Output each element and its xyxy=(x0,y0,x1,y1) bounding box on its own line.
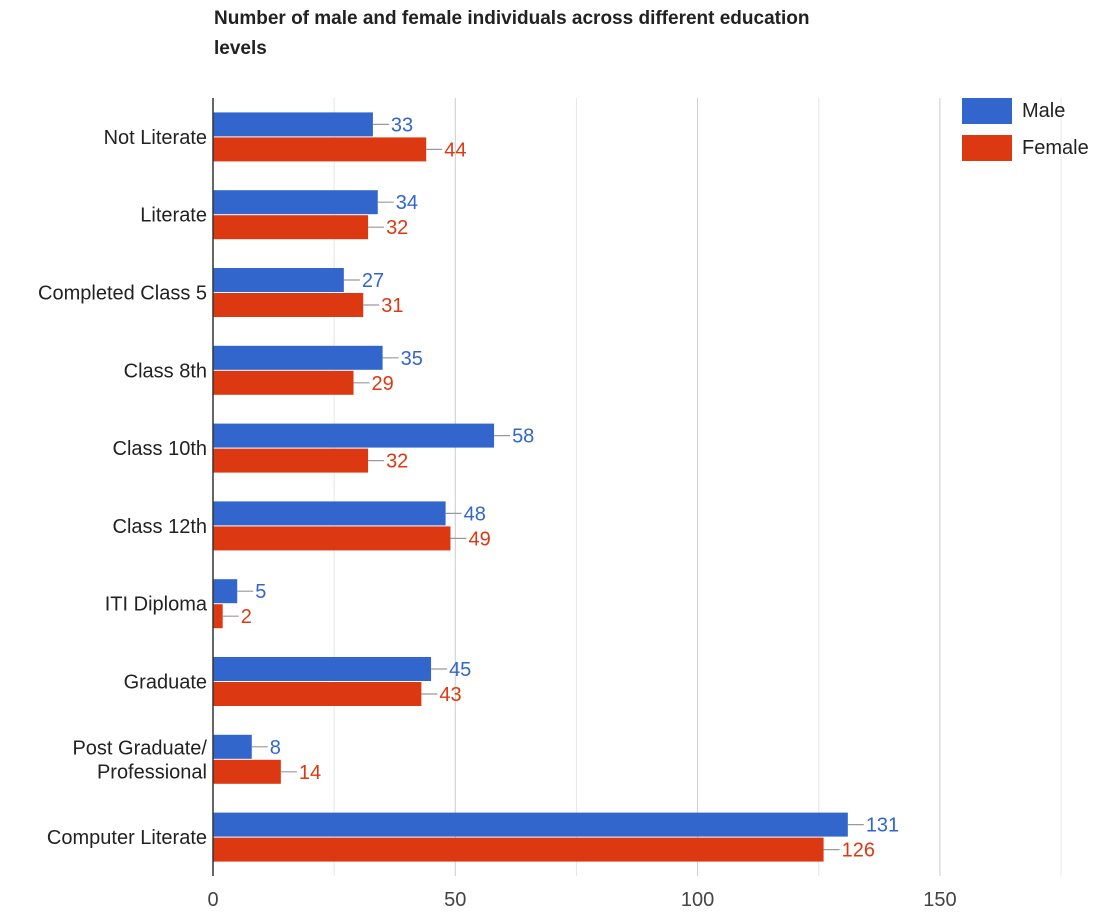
male-bar xyxy=(213,268,344,292)
female-bar xyxy=(213,604,223,629)
male-bar xyxy=(213,657,432,681)
male-bar xyxy=(213,345,383,370)
male-bar xyxy=(213,112,373,137)
category-label: Completed Class 5 xyxy=(38,283,207,305)
female-bar xyxy=(213,526,451,551)
legend-swatch xyxy=(962,98,1012,124)
male-data-label: 5 xyxy=(255,581,266,603)
male-data-label: 27 xyxy=(362,270,384,292)
x-tick-label: 50 xyxy=(444,889,466,911)
male-data-label: 35 xyxy=(401,348,423,370)
male-bar xyxy=(213,579,238,604)
category-label: Class 12th xyxy=(113,516,208,538)
category-label: Not Literate xyxy=(104,127,207,149)
gridlines xyxy=(333,98,1062,876)
female-data-label: 14 xyxy=(299,762,321,784)
male-data-label: 45 xyxy=(449,659,471,681)
female-bar xyxy=(213,137,427,162)
legend-item-male: Male xyxy=(962,98,1065,124)
female-bar xyxy=(213,448,369,473)
female-bar xyxy=(213,837,824,862)
female-data-label: 31 xyxy=(381,295,403,317)
male-bar xyxy=(213,734,252,759)
female-bar xyxy=(213,682,422,706)
male-bar xyxy=(213,423,495,448)
male-data-label: 48 xyxy=(464,503,486,525)
female-bar xyxy=(213,215,369,240)
female-data-label: 29 xyxy=(372,373,394,395)
female-data-label: 32 xyxy=(386,451,408,473)
male-data-label: 33 xyxy=(391,114,413,136)
female-data-label: 126 xyxy=(842,840,875,862)
male-bar xyxy=(213,812,848,837)
legend-item-female: Female xyxy=(962,135,1089,161)
male-data-label: 58 xyxy=(512,426,534,448)
legend-label: Female xyxy=(1022,136,1089,159)
bars xyxy=(213,112,848,862)
y-axis-labels: Not Literate Literate Completed Class 5 Cla… xyxy=(38,127,208,849)
category-label: Graduate xyxy=(124,672,207,694)
category-label: Literate xyxy=(140,205,207,227)
legend-swatch xyxy=(962,135,1012,161)
x-tick-label: 100 xyxy=(681,889,714,911)
chart-title: Number of male and female individuals ac… xyxy=(214,8,810,59)
female-data-label: 49 xyxy=(468,528,490,550)
x-axis-labels: 0 50 100 150 xyxy=(207,889,956,911)
female-data-label: 44 xyxy=(444,139,466,161)
male-data-label: 8 xyxy=(270,737,281,759)
male-data-label: 34 xyxy=(396,192,418,214)
female-data-label: 2 xyxy=(241,606,252,628)
data-labels: 33 44 34 32 27 31 35 29 58 32 48 49 52 45 43 8 14 131 126 xyxy=(222,114,899,862)
male-data-label: 131 xyxy=(866,815,899,837)
female-bar xyxy=(213,293,364,317)
male-bar xyxy=(213,190,378,215)
male-bar xyxy=(213,501,446,526)
category-label: ITI Diploma xyxy=(105,594,208,616)
category-label: Post Graduate/Professional xyxy=(72,737,207,783)
category-label: Computer Literate xyxy=(47,827,207,849)
category-label: Class 8th xyxy=(124,360,207,382)
female-bar xyxy=(213,370,354,395)
category-label: Class 10th xyxy=(113,438,208,460)
female-bar xyxy=(213,759,281,784)
female-data-label: 43 xyxy=(439,684,461,706)
x-tick-label: 150 xyxy=(923,889,956,911)
female-data-label: 32 xyxy=(386,217,408,239)
x-tick-label: 0 xyxy=(207,889,218,911)
legend-label: Male xyxy=(1022,99,1066,122)
